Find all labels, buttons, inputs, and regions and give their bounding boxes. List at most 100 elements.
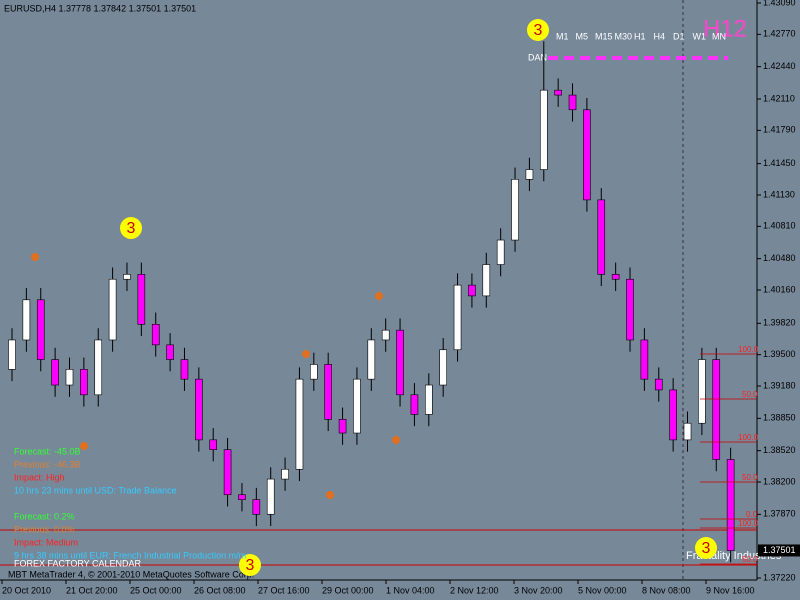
fib-label: 50.0: [742, 473, 758, 482]
candle-body: [583, 109, 591, 201]
x-tick-label: 29 Oct 00:00: [322, 585, 374, 595]
candle-body: [266, 478, 275, 515]
calendar-previous: Previous: 0.0%: [14, 524, 75, 534]
y-tick-label: 1.38520: [763, 445, 796, 455]
y-tick-label: 1.39820: [763, 318, 796, 328]
candle-body: [65, 369, 74, 386]
candle-body: [597, 199, 606, 275]
marker: [695, 537, 717, 559]
calendar-countdown: 9 hrs 38 mins until EUR: French Industri…: [14, 550, 246, 560]
candle-body: [381, 329, 390, 341]
timeframe-button[interactable]: M15: [595, 31, 613, 41]
y-tick-label: 1.37870: [763, 509, 796, 519]
y-tick-label: 1.41450: [763, 158, 796, 168]
calendar-title: FOREX FACTORY CALENDAR: [14, 558, 142, 568]
candle-body: [568, 94, 577, 111]
fib-label: 100.0: [738, 433, 759, 442]
fib-label: 100.0: [738, 345, 759, 354]
y-tick-label: 1.38850: [763, 413, 796, 423]
candle-body: [151, 323, 160, 346]
timeframe-button[interactable]: MN: [712, 31, 726, 41]
y-tick-label: 1.41130: [763, 189, 795, 199]
y-tick-label: 1.42770: [763, 29, 796, 39]
marker-label: 3: [127, 220, 136, 237]
marker: [239, 554, 261, 576]
candle-body: [123, 274, 131, 280]
candle-body: [453, 284, 462, 351]
candle-body: [640, 339, 649, 380]
footer: MBT MetaTrader 4, © 2001-2010 MetaQuotes…: [8, 569, 254, 579]
candle-body: [425, 384, 433, 415]
candle-body: [238, 494, 246, 500]
marker: [120, 217, 142, 239]
candle-body: [698, 359, 706, 424]
y-tick-label: 1.37220: [763, 572, 796, 582]
candle-body: [353, 378, 361, 434]
candle-body: [726, 459, 735, 551]
timeframe-button[interactable]: W1: [693, 31, 707, 41]
candle-body: [626, 278, 634, 341]
y-tick-label: 1.43090: [763, 0, 796, 7]
candle-body: [80, 369, 88, 396]
y-tick-label: 1.42440: [763, 61, 796, 71]
candle-body: [482, 264, 491, 297]
candle-body: [252, 499, 261, 515]
candle-body: [36, 299, 45, 360]
marker-label: 3: [246, 557, 255, 574]
y-tick-label: 1.40810: [763, 221, 796, 231]
candle-body: [654, 378, 663, 391]
candle-body: [396, 329, 404, 396]
candle-body: [511, 179, 519, 241]
candle-body: [554, 89, 562, 96]
y-tick-label: 1.38200: [763, 476, 796, 486]
candle-body: [108, 278, 117, 341]
candle-body: [367, 339, 376, 380]
x-tick-label: 21 Oct 20:00: [66, 585, 118, 595]
timeframe-label: H12: [703, 15, 747, 42]
y-tick-label: 1.39500: [763, 349, 796, 359]
y-tick-label: 1.40160: [763, 284, 796, 294]
fib-label: 100.0: [738, 519, 759, 528]
fractal-dot: [392, 436, 400, 444]
marker: [527, 19, 549, 41]
fractal-dot: [302, 350, 310, 358]
candle-body: [223, 449, 232, 496]
candle-body: [669, 389, 677, 441]
candle-body: [310, 364, 318, 380]
y-tick-label: 1.39180: [763, 380, 796, 390]
x-tick-label: 8 Nov 08:00: [642, 585, 691, 595]
candle-body: [137, 274, 146, 325]
candle-body: [338, 419, 347, 434]
y-tick-label: 1.42110: [763, 93, 795, 103]
marker-label: 3: [534, 22, 543, 39]
candle-body: [94, 339, 103, 396]
timeframe-button[interactable]: H4: [654, 31, 666, 41]
timeframe-button[interactable]: M1: [556, 31, 569, 41]
candle-body: [295, 378, 304, 470]
timeframe-button[interactable]: D1: [673, 31, 685, 41]
candle-body: [195, 378, 203, 441]
calendar-countdown: 10 hrs 23 mins until USD: Trade Balance: [14, 485, 177, 495]
fib-label: 50.0: [742, 390, 758, 399]
calendar-impact: Impact: High: [14, 472, 65, 482]
candle-body: [712, 359, 721, 460]
candle-body: [166, 344, 174, 360]
x-tick-label: 5 Nov 00:00: [578, 585, 627, 595]
timeframe-button[interactable]: M5: [576, 31, 589, 41]
candle-body: [281, 468, 289, 480]
x-tick-label: 26 Oct 08:00: [194, 585, 246, 595]
x-tick-label: 9 Nov 16:00: [706, 585, 755, 595]
current-price-box: [758, 544, 800, 557]
timeframe-button[interactable]: H1: [634, 31, 646, 41]
candle-body: [525, 169, 534, 180]
candle-body: [611, 274, 620, 280]
candle-body: [539, 89, 548, 170]
timeframe-button[interactable]: M30: [615, 31, 633, 41]
candle-body: [51, 359, 59, 386]
fib-label: 0.0: [746, 510, 758, 519]
calendar-forecast: Forecast: 0.2%: [14, 511, 75, 521]
calendar-impact: Impact: Medium: [14, 537, 78, 547]
candle-body: [22, 299, 31, 341]
calendar-previous: Previous: -46.3B: [14, 459, 81, 469]
